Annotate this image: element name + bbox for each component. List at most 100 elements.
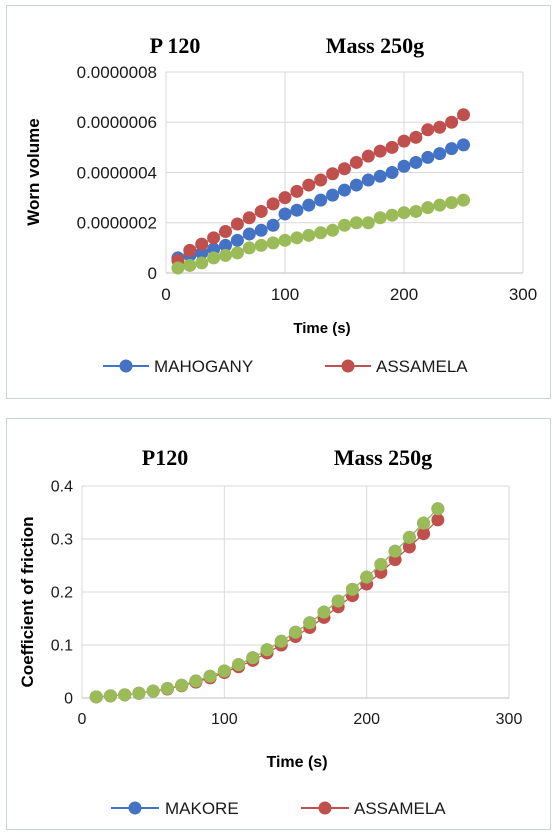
series-makore — [89, 502, 445, 704]
data-point — [373, 211, 387, 225]
legend: MAHOGANY ASSAMELA — [103, 357, 468, 376]
data-point — [345, 582, 359, 596]
data-point — [246, 651, 260, 665]
data-point — [278, 233, 292, 247]
data-point — [349, 216, 363, 230]
data-point — [349, 155, 363, 169]
data-point — [207, 231, 221, 245]
x-tick-label: 200 — [390, 285, 418, 304]
data-point — [431, 513, 445, 527]
series-line — [96, 508, 439, 698]
data-point — [89, 690, 103, 704]
data-point — [338, 162, 351, 176]
data-point — [331, 594, 345, 608]
chart-series-points — [171, 108, 470, 275]
x-axis-title: Time (s) — [293, 320, 350, 337]
data-point — [385, 140, 399, 154]
data-point — [385, 208, 399, 222]
data-point — [195, 256, 209, 270]
data-point — [433, 147, 447, 161]
data-point — [290, 231, 304, 245]
data-point — [433, 198, 447, 212]
data-point — [274, 634, 288, 648]
data-point — [314, 173, 328, 187]
chart-title: P120 — [142, 445, 188, 470]
data-point — [417, 527, 431, 541]
data-point — [219, 248, 232, 262]
x-tick-label: 0 — [161, 285, 170, 304]
data-point — [314, 226, 328, 240]
data-point — [445, 196, 459, 210]
data-point — [160, 681, 174, 695]
data-point — [266, 236, 280, 250]
data-point — [417, 516, 431, 530]
data-point — [409, 155, 423, 169]
data-point — [326, 223, 340, 237]
y-axis-tick-labels: 0 0.0000002 0.0000004 0.0000006 0.0000008 — [77, 63, 157, 283]
data-point — [278, 207, 292, 221]
y-tick-label: 0.1 — [51, 638, 73, 655]
data-point — [171, 261, 185, 275]
y-tick-label: 0 — [148, 264, 157, 283]
chart-grid — [81, 485, 510, 699]
data-point — [397, 134, 411, 148]
data-point — [183, 258, 197, 272]
data-point — [260, 643, 274, 657]
data-point — [219, 238, 232, 252]
data-point — [326, 167, 340, 181]
x-tick-label: 100 — [211, 711, 238, 728]
data-point — [338, 183, 351, 197]
data-point — [103, 689, 117, 703]
data-point — [421, 150, 435, 164]
data-point — [397, 159, 411, 173]
data-point — [302, 178, 316, 192]
y-axis-title: Worn volume — [24, 118, 43, 225]
data-point — [445, 142, 459, 156]
data-point — [349, 178, 363, 192]
data-point — [242, 211, 256, 225]
y-tick-label: 0.3 — [51, 532, 73, 549]
legend-label-makore: MAKORE — [165, 799, 239, 818]
legend-label-mahogany: MAHOGANY — [154, 357, 253, 376]
x-tick-label: 100 — [271, 285, 299, 304]
data-point — [132, 686, 146, 700]
data-point — [409, 130, 423, 144]
data-point — [254, 223, 268, 237]
data-point — [409, 204, 423, 218]
data-point — [402, 530, 416, 544]
data-point — [445, 115, 459, 129]
data-point — [254, 204, 268, 218]
data-point — [207, 251, 221, 265]
data-point — [278, 191, 292, 205]
data-point — [302, 228, 316, 242]
data-point — [254, 238, 268, 252]
series-assamela — [171, 108, 470, 267]
series-line — [96, 508, 439, 698]
data-point — [290, 203, 304, 217]
x-tick-label: 0 — [78, 711, 87, 728]
x-tick-label: 200 — [353, 711, 380, 728]
data-point — [195, 237, 209, 251]
chart-subtitle: Mass 250g — [326, 33, 424, 58]
chart-title: P 120 — [150, 33, 201, 58]
x-axis-title: Time (s) — [266, 754, 327, 771]
data-point — [290, 184, 304, 198]
data-point — [457, 108, 470, 122]
data-point — [431, 502, 445, 516]
x-axis-tick-labels: 0 100 200 300 — [78, 711, 523, 728]
data-point — [118, 688, 132, 702]
y-tick-label: 0.2 — [51, 585, 73, 602]
data-point — [219, 225, 232, 239]
chart-subtitle: Mass 250g — [334, 445, 432, 470]
data-point — [388, 544, 402, 558]
data-point — [421, 201, 435, 215]
data-point — [361, 173, 375, 187]
legend-marker-makore — [128, 801, 142, 815]
y-tick-label: 0.0000008 — [77, 63, 157, 82]
data-point — [289, 625, 302, 639]
x-tick-label: 300 — [509, 285, 537, 304]
data-point — [232, 658, 246, 672]
data-point — [433, 120, 447, 134]
legend-label-assamela: ASSAMELA — [376, 357, 468, 376]
